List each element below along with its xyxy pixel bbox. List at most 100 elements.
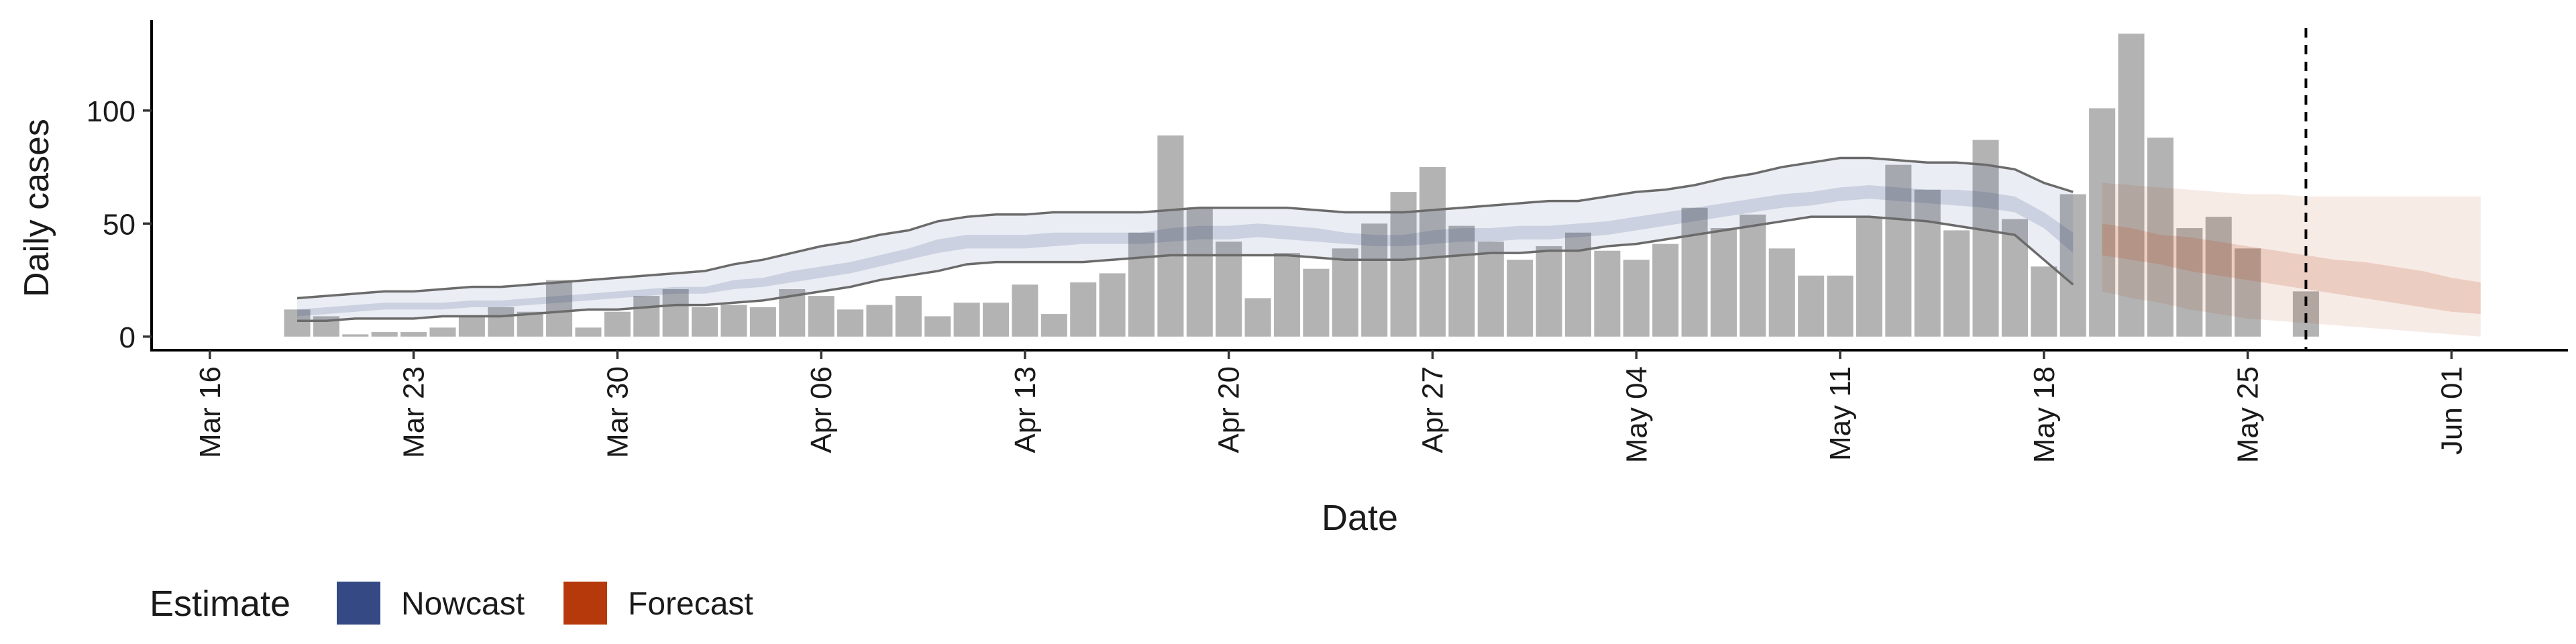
x-tick-label: May 25 xyxy=(2232,366,2265,463)
bar xyxy=(895,296,922,337)
x-tick-label: Apr 13 xyxy=(1009,366,1042,453)
bar xyxy=(837,309,864,337)
nowcast-inner-band xyxy=(297,185,2074,317)
bar xyxy=(720,305,747,337)
legend-key-forecast xyxy=(564,582,607,625)
forecast-ribbon xyxy=(2102,182,2481,337)
y-axis-label: Daily cases xyxy=(17,119,56,297)
legend-label-nowcast: Nowcast xyxy=(401,586,525,622)
forecast-outer-band xyxy=(2102,182,2481,337)
bar xyxy=(1303,268,1330,337)
bar xyxy=(1012,284,1038,337)
observed-bars xyxy=(284,34,2319,337)
x-tick-label: May 11 xyxy=(1824,366,1857,461)
bar xyxy=(284,309,311,337)
bar xyxy=(1128,232,1155,337)
x-axis-label: Date xyxy=(1322,498,1398,538)
bar xyxy=(517,311,543,337)
x-tick-label: Apr 27 xyxy=(1416,366,1449,453)
nowcast-upper-bound-line xyxy=(297,156,2074,300)
bar xyxy=(1943,230,1970,337)
legend-title: Estimate xyxy=(150,584,290,624)
bar xyxy=(808,296,835,337)
nowcast-ribbon xyxy=(297,156,2074,322)
bar xyxy=(1768,248,1795,337)
bar xyxy=(1244,298,1271,337)
bar xyxy=(1419,167,1446,337)
x-tick-label: Mar 16 xyxy=(194,366,227,458)
bar xyxy=(1681,207,1708,337)
bar xyxy=(983,303,1010,337)
bar xyxy=(1652,244,1679,337)
bar xyxy=(604,311,631,337)
bar xyxy=(2001,219,2028,337)
bar xyxy=(488,307,515,337)
bar xyxy=(1710,228,1737,337)
bar xyxy=(1594,250,1621,337)
bar xyxy=(2176,228,2203,337)
bar xyxy=(342,334,369,337)
bar xyxy=(1040,314,1067,337)
x-tick-label: Apr 20 xyxy=(1213,366,1246,453)
bar xyxy=(1856,217,1882,337)
x-tick-label: May 04 xyxy=(1620,366,1653,463)
bar xyxy=(662,289,689,337)
bar xyxy=(1361,223,1388,337)
bar xyxy=(1273,253,1301,337)
legend: Estimate Nowcast Forecast xyxy=(150,582,753,625)
x-axis-ticks: Mar 16 Mar 23 Mar 30 Apr 06 Apr 13 Apr 20 Apr … xyxy=(194,350,2468,463)
bar xyxy=(1536,246,1562,337)
x-tick-label: Apr 06 xyxy=(805,366,838,453)
bar xyxy=(1623,260,1650,337)
bar xyxy=(953,303,980,337)
bar xyxy=(692,307,718,337)
bar xyxy=(1157,135,1184,337)
bar xyxy=(546,280,573,337)
x-tick-label: Jun 01 xyxy=(2435,366,2468,455)
legend-label-forecast: Forecast xyxy=(628,586,753,622)
y-tick-label: 0 xyxy=(119,321,136,354)
bar xyxy=(2059,194,2086,337)
bar xyxy=(575,327,602,337)
bar xyxy=(1390,192,1417,337)
bar xyxy=(1798,275,1825,337)
bar xyxy=(1332,248,1358,337)
bar xyxy=(1070,282,1097,337)
bar xyxy=(1099,273,1126,337)
bar xyxy=(749,307,776,337)
bar xyxy=(2205,217,2232,337)
bar xyxy=(1827,275,1854,337)
forecast-inner-band xyxy=(2102,223,2481,315)
y-tick-label: 100 xyxy=(87,95,136,128)
bar xyxy=(866,305,893,337)
bar xyxy=(1477,241,1504,337)
bar xyxy=(458,316,485,337)
bar xyxy=(400,332,427,337)
legend-key-nowcast xyxy=(337,582,380,625)
bar xyxy=(371,332,398,337)
bar xyxy=(1448,225,1475,337)
bar xyxy=(429,327,456,337)
y-axis-ticks: 0 50 100 xyxy=(87,95,152,354)
bar xyxy=(1885,164,1912,337)
nowcast-lower-bound-line xyxy=(297,215,2074,322)
bar xyxy=(633,296,660,337)
bar xyxy=(1972,140,1999,337)
bar xyxy=(2118,34,2145,337)
bar xyxy=(924,316,951,337)
x-tick-label: Mar 23 xyxy=(398,366,431,458)
bar xyxy=(1216,241,1242,337)
bar xyxy=(1914,189,1941,337)
y-tick-label: 50 xyxy=(103,208,136,241)
bar xyxy=(2089,108,2116,337)
bar xyxy=(2147,138,2174,337)
nowcast-outer-band xyxy=(297,158,2074,321)
bar xyxy=(2031,266,2057,337)
x-tick-label: Mar 30 xyxy=(601,366,634,458)
bar xyxy=(1739,214,1766,337)
bar xyxy=(1507,260,1534,337)
x-tick-label: May 18 xyxy=(2028,366,2061,463)
bar xyxy=(2235,248,2261,337)
bar xyxy=(1186,207,1213,337)
